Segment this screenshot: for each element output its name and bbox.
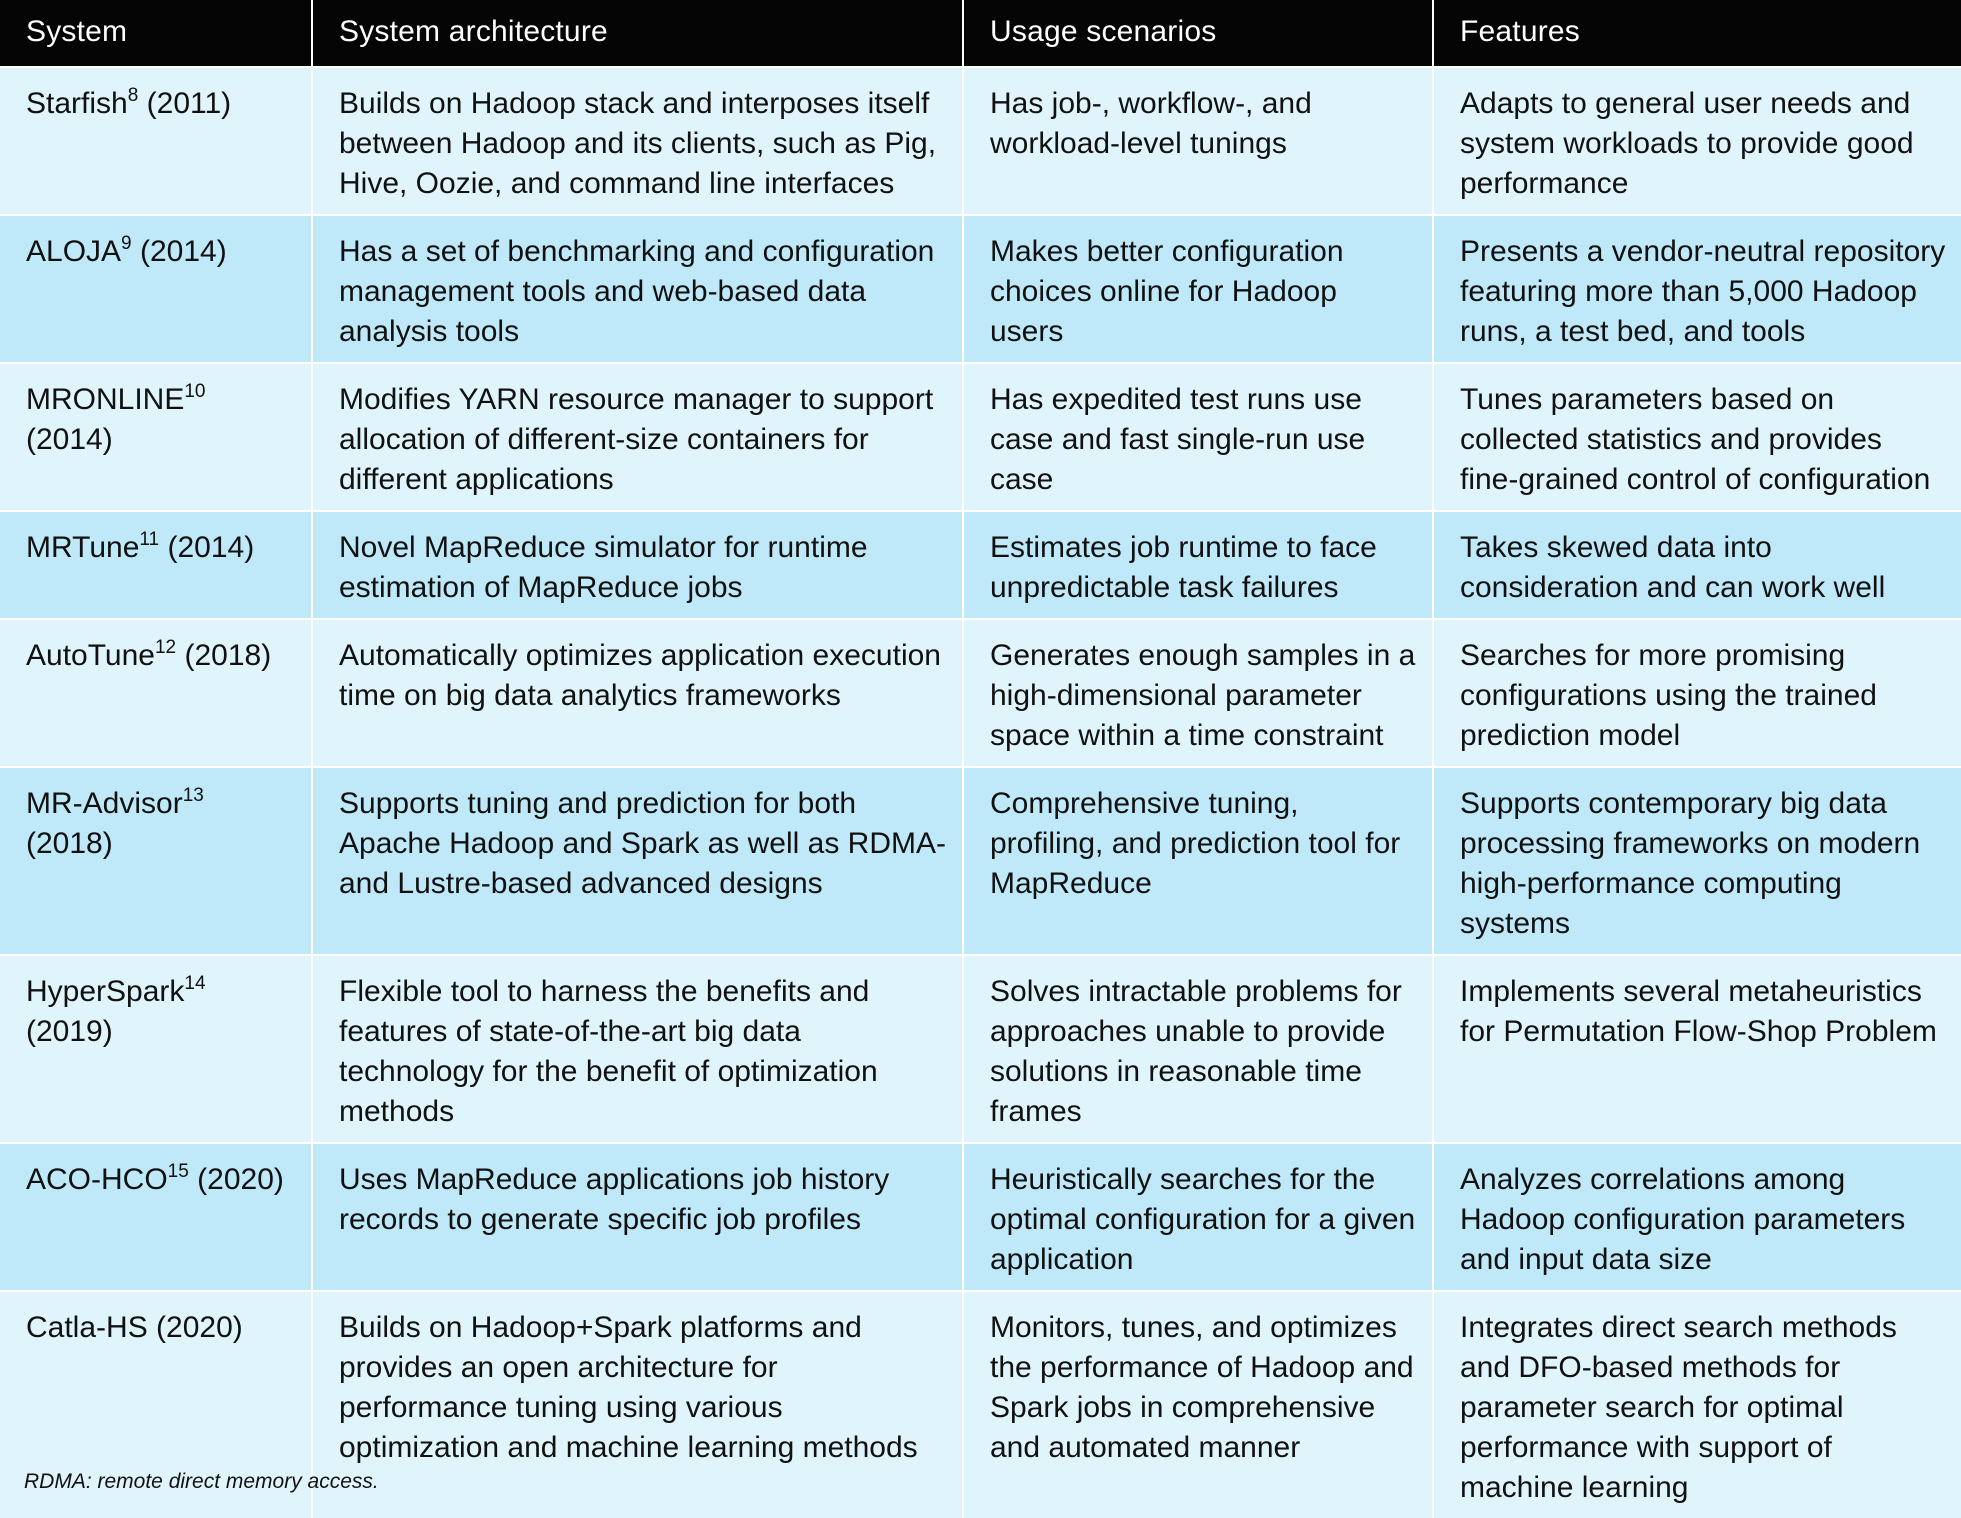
system-year: (2018) xyxy=(26,827,113,860)
table-row: MR-Advisor13 (2018) Supports tuning and p… xyxy=(0,766,1961,955)
cell-system: ACO-HCO15 (2020) xyxy=(0,1142,312,1291)
table-row: MRONLINE10 (2014) Modifies YARN resource … xyxy=(0,362,1961,511)
system-name: MR-Advisor xyxy=(26,787,183,820)
header-row: System System architecture Usage scenari… xyxy=(0,0,1961,67)
system-name: ACO-HCO xyxy=(26,1163,168,1196)
cell-usage-scenarios: Generates enough samples in a high-dimen… xyxy=(962,618,1433,767)
system-name: AutoTune xyxy=(26,639,155,672)
cell-system-architecture: Automatically optimizes application exec… xyxy=(311,618,963,767)
cell-system: MR-Advisor13 (2018) xyxy=(0,766,312,955)
system-year: (2014) xyxy=(26,423,113,456)
cell-system-architecture: Flexible tool to harness the benefits an… xyxy=(311,954,963,1143)
cell-usage-scenarios: Has job-, workflow-, and workload-level … xyxy=(962,66,1433,215)
cell-features: Takes skewed data into consideration and… xyxy=(1432,510,1961,619)
reference-number: 13 xyxy=(182,785,204,806)
system-name: Starfish xyxy=(26,87,128,120)
reference-number: 8 xyxy=(127,85,139,106)
system-name: HyperSpark xyxy=(26,975,185,1008)
table-row: MRTune11 (2014) Novel MapReduce simulator… xyxy=(0,510,1961,619)
cell-features: Implements several metaheuristics for Pe… xyxy=(1432,954,1961,1143)
table-header: System System architecture Usage scenari… xyxy=(0,0,1961,67)
cell-system: MRTune11 (2014) xyxy=(0,510,312,619)
reference-number: 9 xyxy=(121,233,132,254)
table-row: HyperSpark14 (2019) Flexible tool to harn… xyxy=(0,954,1961,1143)
cell-usage-scenarios: Has expedited test runs use case and fas… xyxy=(962,362,1433,511)
system-year: (2014) xyxy=(139,235,227,268)
header-system: System xyxy=(0,0,312,67)
cell-usage-scenarios: Makes better configuration choices onlin… xyxy=(962,214,1433,363)
header-features: Features xyxy=(1432,0,1961,67)
system-year: (2020) xyxy=(197,1163,284,1196)
header-system-architecture: System architecture xyxy=(311,0,963,67)
cell-usage-scenarios: Solves intractable problems for approach… xyxy=(962,954,1433,1143)
reference-number: 11 xyxy=(139,529,160,550)
cell-features: Searches for more promising configuratio… xyxy=(1432,618,1961,767)
cell-features: Adapts to general user needs and system … xyxy=(1432,66,1961,215)
header-usage-scenarios: Usage scenarios xyxy=(962,0,1433,67)
cell-features: Tunes parameters based on collected stat… xyxy=(1432,362,1961,511)
system-name: MRONLINE xyxy=(26,383,185,416)
cell-system: HyperSpark14 (2019) xyxy=(0,954,312,1143)
cell-usage-scenarios: Heuristically searches for the optimal c… xyxy=(962,1142,1433,1291)
reference-number: 12 xyxy=(154,637,177,658)
cell-features: Integrates direct search methods and DFO… xyxy=(1432,1290,1961,1518)
table-row: Catla-HS (2020) Builds on Hadoop+Spark pl… xyxy=(0,1290,1961,1518)
cell-features: Supports contemporary big data processin… xyxy=(1432,766,1961,955)
cell-system: MRONLINE10 (2014) xyxy=(0,362,312,511)
cell-usage-scenarios: Monitors, tunes, and optimizes the perfo… xyxy=(962,1290,1433,1518)
table-row: ACO-HCO15 (2020) Uses MapReduce applicati… xyxy=(0,1142,1961,1291)
cell-features: Presents a vendor-neutral repository fea… xyxy=(1432,214,1961,363)
cell-usage-scenarios: Estimates job runtime to face unpredicta… xyxy=(962,510,1433,619)
reference-number: 15 xyxy=(167,1161,189,1182)
table-row: Starfish8 (2011) Builds on Hadoop stack a… xyxy=(0,66,1961,215)
cell-system-architecture: Has a set of benchmarking and configurat… xyxy=(311,214,963,363)
system-name: MRTune xyxy=(26,531,140,564)
cell-system: AutoTune12 (2018) xyxy=(0,618,312,767)
system-year: (2018) xyxy=(184,639,272,672)
cell-system-architecture: Builds on Hadoop+Spark platforms and pro… xyxy=(311,1290,963,1518)
cell-usage-scenarios: Comprehensive tuning, profiling, and pre… xyxy=(962,766,1433,955)
cell-system: Catla-HS (2020) xyxy=(0,1290,312,1518)
system-name: ALOJA xyxy=(26,235,122,268)
system-year: (2019) xyxy=(26,1015,113,1048)
cell-system: Starfish8 (2011) xyxy=(0,66,312,215)
table-footnote: RDMA: remote direct memory access. xyxy=(24,1470,379,1493)
system-year: (2020) xyxy=(156,1311,243,1344)
table-row: ALOJA9 (2014) Has a set of benchmarking a… xyxy=(0,214,1961,363)
cell-system-architecture: Novel MapReduce simulator for runtime es… xyxy=(311,510,963,619)
cell-system-architecture: Builds on Hadoop stack and interposes it… xyxy=(311,66,963,215)
system-name: Catla-HS xyxy=(26,1311,148,1344)
system-year: (2014) xyxy=(167,531,255,564)
cell-system: ALOJA9 (2014) xyxy=(0,214,312,363)
system-year: (2011) xyxy=(146,87,232,120)
cell-system-architecture: Uses MapReduce applications job history … xyxy=(311,1142,963,1291)
table-body: Starfish8 (2011) Builds on Hadoop stack a… xyxy=(0,66,1961,1518)
reference-number: 14 xyxy=(184,973,206,994)
cell-system-architecture: Modifies YARN resource manager to suppor… xyxy=(311,362,963,511)
table-row: AutoTune12 (2018) Automatically optimizes… xyxy=(0,618,1961,767)
cell-features: Analyzes correlations among Hadoop confi… xyxy=(1432,1142,1961,1291)
reference-number: 10 xyxy=(184,381,206,402)
cell-system-architecture: Supports tuning and prediction for both … xyxy=(311,766,963,955)
